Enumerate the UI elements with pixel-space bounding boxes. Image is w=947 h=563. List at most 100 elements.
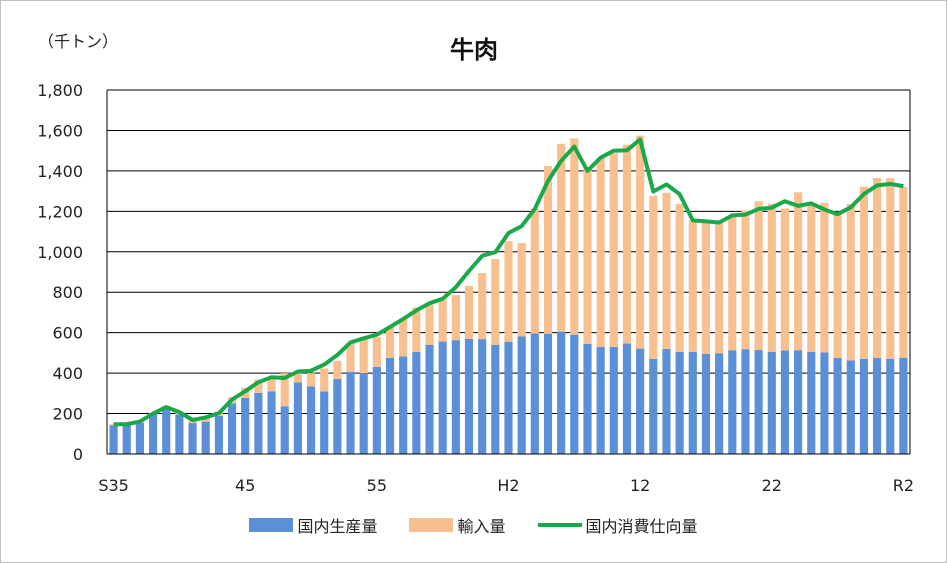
- y-tick-label: 0: [73, 445, 83, 464]
- x-tick-label: S35: [98, 476, 129, 495]
- y-unit-label: （千トン）: [38, 32, 118, 51]
- bar-imports: [399, 318, 408, 357]
- bar-production: [543, 333, 553, 454]
- bar-imports: [767, 203, 776, 352]
- bar-production: [214, 415, 223, 454]
- x-axis: S35 45 55 H2 12 22 R2: [98, 453, 914, 495]
- bar-production: [583, 343, 592, 454]
- bar-production: [359, 373, 368, 454]
- legend-swatch-imports: [409, 518, 454, 532]
- bar-production: [385, 357, 395, 454]
- bar-imports: [504, 241, 513, 342]
- bar-imports: [359, 339, 368, 374]
- legend-swatch-production: [249, 518, 294, 532]
- bar-production: [609, 347, 618, 454]
- bar-production: [886, 358, 895, 454]
- bar-production: [517, 336, 526, 454]
- bar-imports: [412, 307, 421, 352]
- y-tick-label: 1,400: [37, 162, 83, 181]
- bar-imports: [609, 153, 618, 348]
- bar-imports: [807, 202, 816, 352]
- bar-production: [306, 386, 316, 454]
- bar-imports: [662, 192, 671, 349]
- bar-production: [780, 350, 790, 454]
- bar-imports: [557, 143, 566, 332]
- y-axis: 0 200 400 600 800 1,000 1,200 1,400 1,600 1,800: [37, 81, 83, 464]
- bar-imports: [622, 144, 632, 344]
- bar-imports: [846, 204, 855, 361]
- chart-title: 牛肉: [450, 36, 498, 64]
- bar-production: [530, 333, 539, 454]
- y-tick-label: 1,200: [37, 202, 83, 221]
- legend-item-imports: 輸入量: [409, 513, 506, 537]
- bar-production: [570, 334, 579, 454]
- bar-production: [807, 351, 816, 454]
- bar-production: [412, 351, 421, 454]
- bar-imports: [109, 424, 118, 426]
- bar-production: [451, 340, 460, 454]
- bar-production: [873, 357, 882, 454]
- bar-imports: [425, 304, 434, 346]
- bar-production: [280, 406, 289, 454]
- bar-imports: [688, 220, 697, 352]
- bar-production: [478, 339, 487, 454]
- bar-production: [715, 353, 724, 454]
- bar-imports: [451, 295, 460, 341]
- bar-imports: [886, 178, 895, 359]
- bar-production: [846, 360, 855, 454]
- bar-production: [754, 350, 763, 454]
- legend-item-consumption: 国内消費仕向量: [537, 513, 698, 537]
- bar-production: [767, 351, 776, 454]
- bar-imports: [583, 167, 592, 344]
- bar-production: [438, 341, 447, 454]
- bar-imports: [833, 212, 842, 358]
- bar-imports: [859, 186, 869, 359]
- bar-imports: [636, 135, 645, 349]
- bar-production: [333, 378, 342, 454]
- bar-imports: [741, 210, 750, 350]
- legend-swatch-consumption: [537, 523, 582, 527]
- bar-production: [728, 350, 737, 454]
- legend-label-imports: 輸入量: [457, 517, 506, 536]
- x-tick-label: 12: [630, 476, 650, 495]
- gridlines: [106, 89, 911, 454]
- bar-production: [293, 382, 302, 454]
- bar-imports: [438, 299, 447, 342]
- bar-imports: [780, 208, 790, 351]
- bar-imports: [794, 192, 803, 351]
- bar-imports: [306, 373, 316, 387]
- bar-production: [741, 349, 750, 454]
- bar-production: [175, 414, 184, 454]
- bar-imports: [280, 373, 289, 407]
- bar-imports: [385, 326, 395, 358]
- bar-imports: [372, 337, 381, 367]
- bar-production: [109, 425, 118, 454]
- bar-imports: [701, 220, 711, 354]
- x-tick-label: 22: [762, 476, 782, 495]
- bar-production: [464, 338, 474, 454]
- y-tick-label: 800: [52, 283, 83, 302]
- bar-production: [162, 407, 171, 454]
- bar-imports: [491, 259, 500, 346]
- bar-imports: [570, 138, 579, 335]
- bar-production: [399, 356, 408, 454]
- bar-production: [491, 345, 500, 454]
- bar-production: [227, 403, 237, 454]
- bar-production: [135, 423, 144, 454]
- bar-imports: [873, 177, 882, 358]
- bar-production: [425, 345, 434, 454]
- bar-imports: [543, 166, 553, 334]
- bar-production: [188, 423, 197, 454]
- bar-production: [557, 331, 566, 454]
- bar-imports: [530, 208, 539, 334]
- bar-production: [241, 397, 250, 454]
- line-series: [113, 137, 904, 427]
- y-tick-label: 600: [52, 324, 83, 343]
- legend-item-production: 国内生産量: [249, 513, 377, 537]
- bar-production: [859, 358, 869, 454]
- bar-production: [701, 353, 711, 454]
- x-tick-label: R2: [893, 476, 914, 495]
- bar-imports: [346, 342, 355, 372]
